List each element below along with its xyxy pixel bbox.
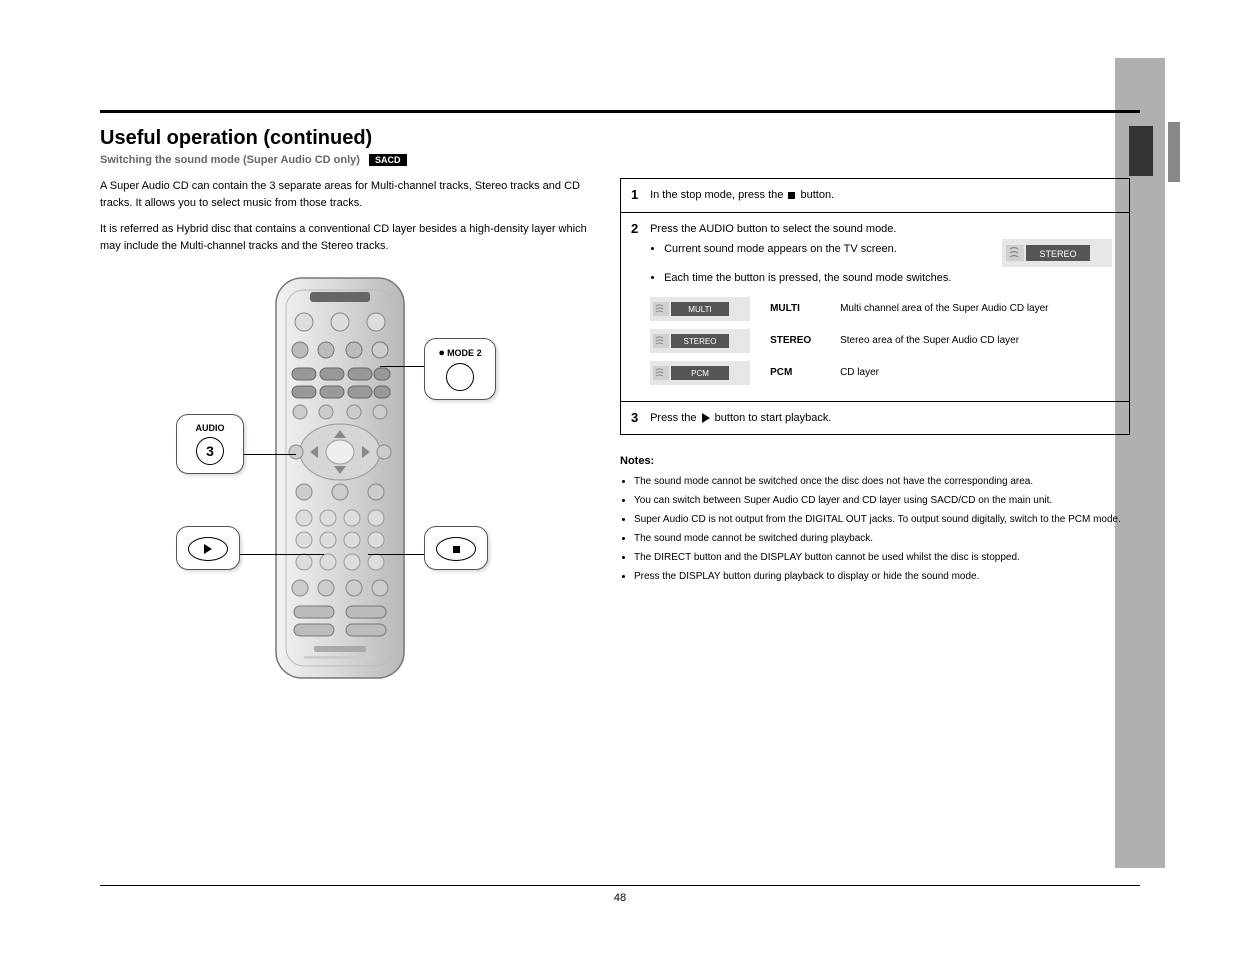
leader-play	[240, 554, 324, 555]
leader-stop	[368, 554, 424, 555]
callout-audio-label: AUDIO	[187, 423, 233, 433]
step-2-main: Press the AUDIO button to select the sou…	[650, 221, 1116, 238]
mode-desc-stereo: Stereo area of the Super Audio CD layer	[840, 333, 1116, 348]
step-3-text: Press the button to start playback.	[650, 410, 1116, 427]
footer: 48	[100, 885, 1140, 904]
section-subhead: Switching the sound mode (Super Audio CD…	[100, 154, 1140, 166]
osd-tag-multi: MULTI	[650, 297, 750, 321]
play-icon	[702, 413, 710, 423]
callout-play	[176, 526, 240, 570]
leader-mode2	[380, 366, 424, 367]
note-item: Super Audio CD is not output from the DI…	[634, 512, 1130, 527]
sacd-badge: SACD	[369, 154, 407, 166]
step-3: 3 Press the button to start playback.	[621, 402, 1129, 435]
svg-text:STEREO: STEREO	[1040, 249, 1077, 259]
leader-audio	[244, 454, 296, 455]
callout-mode2: ●MODE 2	[424, 338, 496, 400]
bottom-rule	[100, 885, 1140, 886]
notes-block: Notes: The sound mode cannot be switched…	[620, 453, 1130, 584]
osd-current: STEREO	[1002, 239, 1112, 267]
step-2-sub2: Each time the button is pressed, the sou…	[664, 270, 1116, 287]
mode2-button-icon	[446, 363, 474, 391]
audio-button-icon: 3	[196, 437, 224, 465]
subhead-text: Switching the sound mode (Super Audio CD…	[100, 154, 360, 166]
intro-para-1: A Super Audio CD can contain the 3 separ…	[100, 178, 590, 211]
mode-row-pcm: PCM PCM CD layer	[650, 361, 1116, 385]
step-1-num: 1	[631, 187, 647, 202]
callout-audio: AUDIO 3	[176, 414, 244, 474]
svg-text:STEREO: STEREO	[684, 337, 717, 346]
note-item: The sound mode cannot be switched once t…	[634, 474, 1130, 489]
step-1-text: In the stop mode, press the button.	[650, 187, 1116, 204]
stop-button-icon	[436, 537, 476, 561]
mode-desc-pcm: CD layer	[840, 365, 1116, 380]
osd-tag-stereo: STEREO	[650, 329, 750, 353]
left-column: A Super Audio CD can contain the 3 separ…	[100, 178, 590, 734]
remote-illustration: ●MODE 2 AUDIO 3	[100, 274, 590, 734]
svg-text:MULTI: MULTI	[688, 305, 711, 314]
steps-box: 1 In the stop mode, press the button. 2 …	[620, 178, 1130, 435]
note-item: You can switch between Super Audio CD la…	[634, 493, 1130, 508]
notes-heading: Notes:	[620, 453, 1130, 470]
step-2-num: 2	[631, 221, 647, 236]
step-2: 2 Press the AUDIO button to select the s…	[621, 213, 1129, 402]
callout-mode2-label: ●MODE 2	[438, 348, 481, 358]
top-rule	[100, 110, 1140, 113]
two-column-layout: A Super Audio CD can contain the 3 separ…	[100, 178, 1140, 734]
mode-label-pcm: PCM	[770, 365, 828, 380]
page-heading: Useful operation (continued)	[100, 127, 1140, 150]
page-number: 48	[100, 892, 1140, 904]
intro-para-2: It is referred as Hybrid disc that conta…	[100, 221, 590, 254]
side-bar-mark	[1168, 122, 1180, 182]
page-body: Useful operation (continued) Switching t…	[100, 110, 1140, 734]
mode-desc-multi: Multi channel area of the Super Audio CD…	[840, 301, 1116, 316]
mode-label-stereo: STEREO	[770, 333, 828, 348]
remote-svg	[270, 274, 410, 684]
right-column: 1 In the stop mode, press the button. 2 …	[620, 178, 1130, 734]
mode-list: MULTI MULTI Multi channel area of the Su…	[650, 297, 1116, 385]
play-button-icon	[188, 537, 228, 561]
stop-icon	[788, 192, 795, 199]
osd-tag-pcm: PCM	[650, 361, 750, 385]
step-2-text: Press the AUDIO button to select the sou…	[650, 221, 1116, 393]
note-item: The DIRECT button and the DISPLAY button…	[634, 550, 1130, 565]
step-1: 1 In the stop mode, press the button.	[621, 179, 1129, 213]
callout-stop	[424, 526, 488, 570]
note-item: Press the DISPLAY button during playback…	[634, 569, 1130, 584]
note-item: The sound mode cannot be switched during…	[634, 531, 1130, 546]
mode-label-multi: MULTI	[770, 301, 828, 316]
notes-list: The sound mode cannot be switched once t…	[620, 474, 1130, 584]
mode-row-multi: MULTI MULTI Multi channel area of the Su…	[650, 297, 1116, 321]
step-3-num: 3	[631, 410, 647, 425]
step-2-sub1: Current sound mode appears on the TV scr…	[664, 241, 1116, 267]
svg-text:PCM: PCM	[691, 369, 709, 378]
mode-row-stereo: STEREO STEREO Stereo area of the Super A…	[650, 329, 1116, 353]
